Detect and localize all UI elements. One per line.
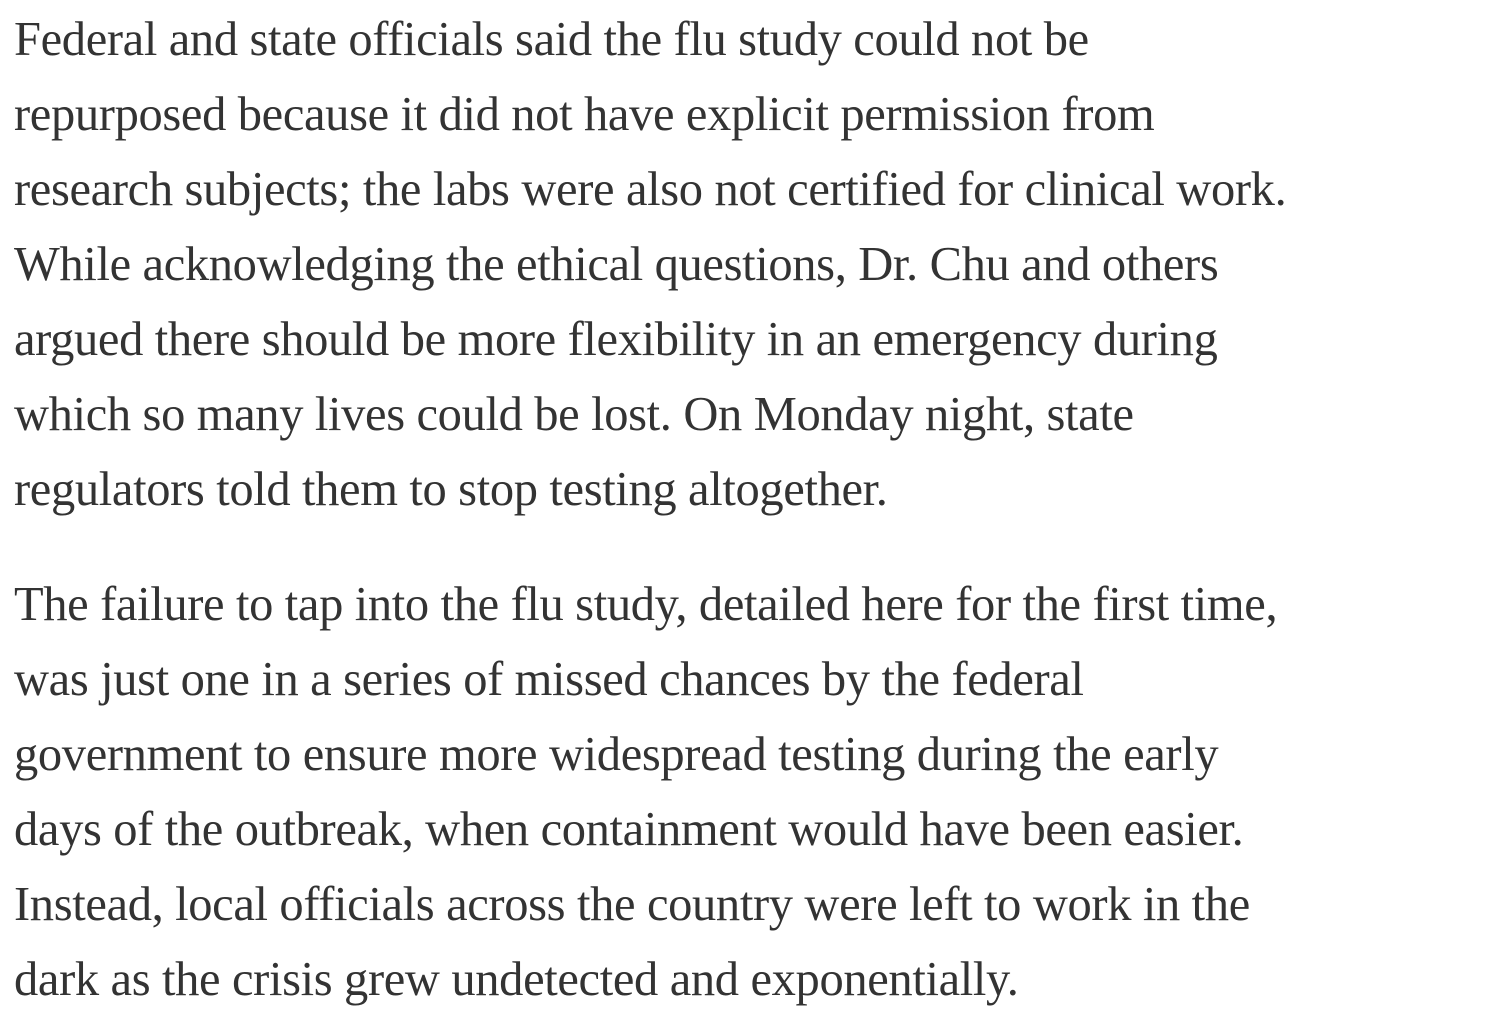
text-line: days of the outbreak, when containment w… (14, 803, 1244, 856)
text-line: regulators told them to stop testing alt… (14, 463, 888, 516)
text-line: government to ensure more widespread tes… (14, 728, 1219, 781)
paragraph-missed-chances: The failure to tap into the flu study, d… (14, 567, 1508, 1017)
text-line: was just one in a series of missed chanc… (14, 653, 1084, 706)
text-line: argued there should be more flexibility … (14, 313, 1218, 366)
text-line: dark as the crisis grew undetected and e… (14, 953, 1019, 1006)
text-line: While acknowledging the ethical question… (14, 238, 1219, 291)
text-line: research subjects; the labs were also no… (14, 163, 1287, 216)
paragraph-flu-study-permission: Federal and state officials said the flu… (14, 2, 1508, 527)
article-body: Federal and state officials said the flu… (14, 2, 1508, 1017)
text-line: The failure to tap into the flu study, d… (14, 578, 1278, 631)
text-line: which so many lives could be lost. On Mo… (14, 388, 1134, 441)
text-line: repurposed because it did not have expli… (14, 88, 1155, 141)
text-line: Instead, local officials across the coun… (14, 878, 1250, 931)
text-line: Federal and state officials said the flu… (14, 13, 1089, 66)
